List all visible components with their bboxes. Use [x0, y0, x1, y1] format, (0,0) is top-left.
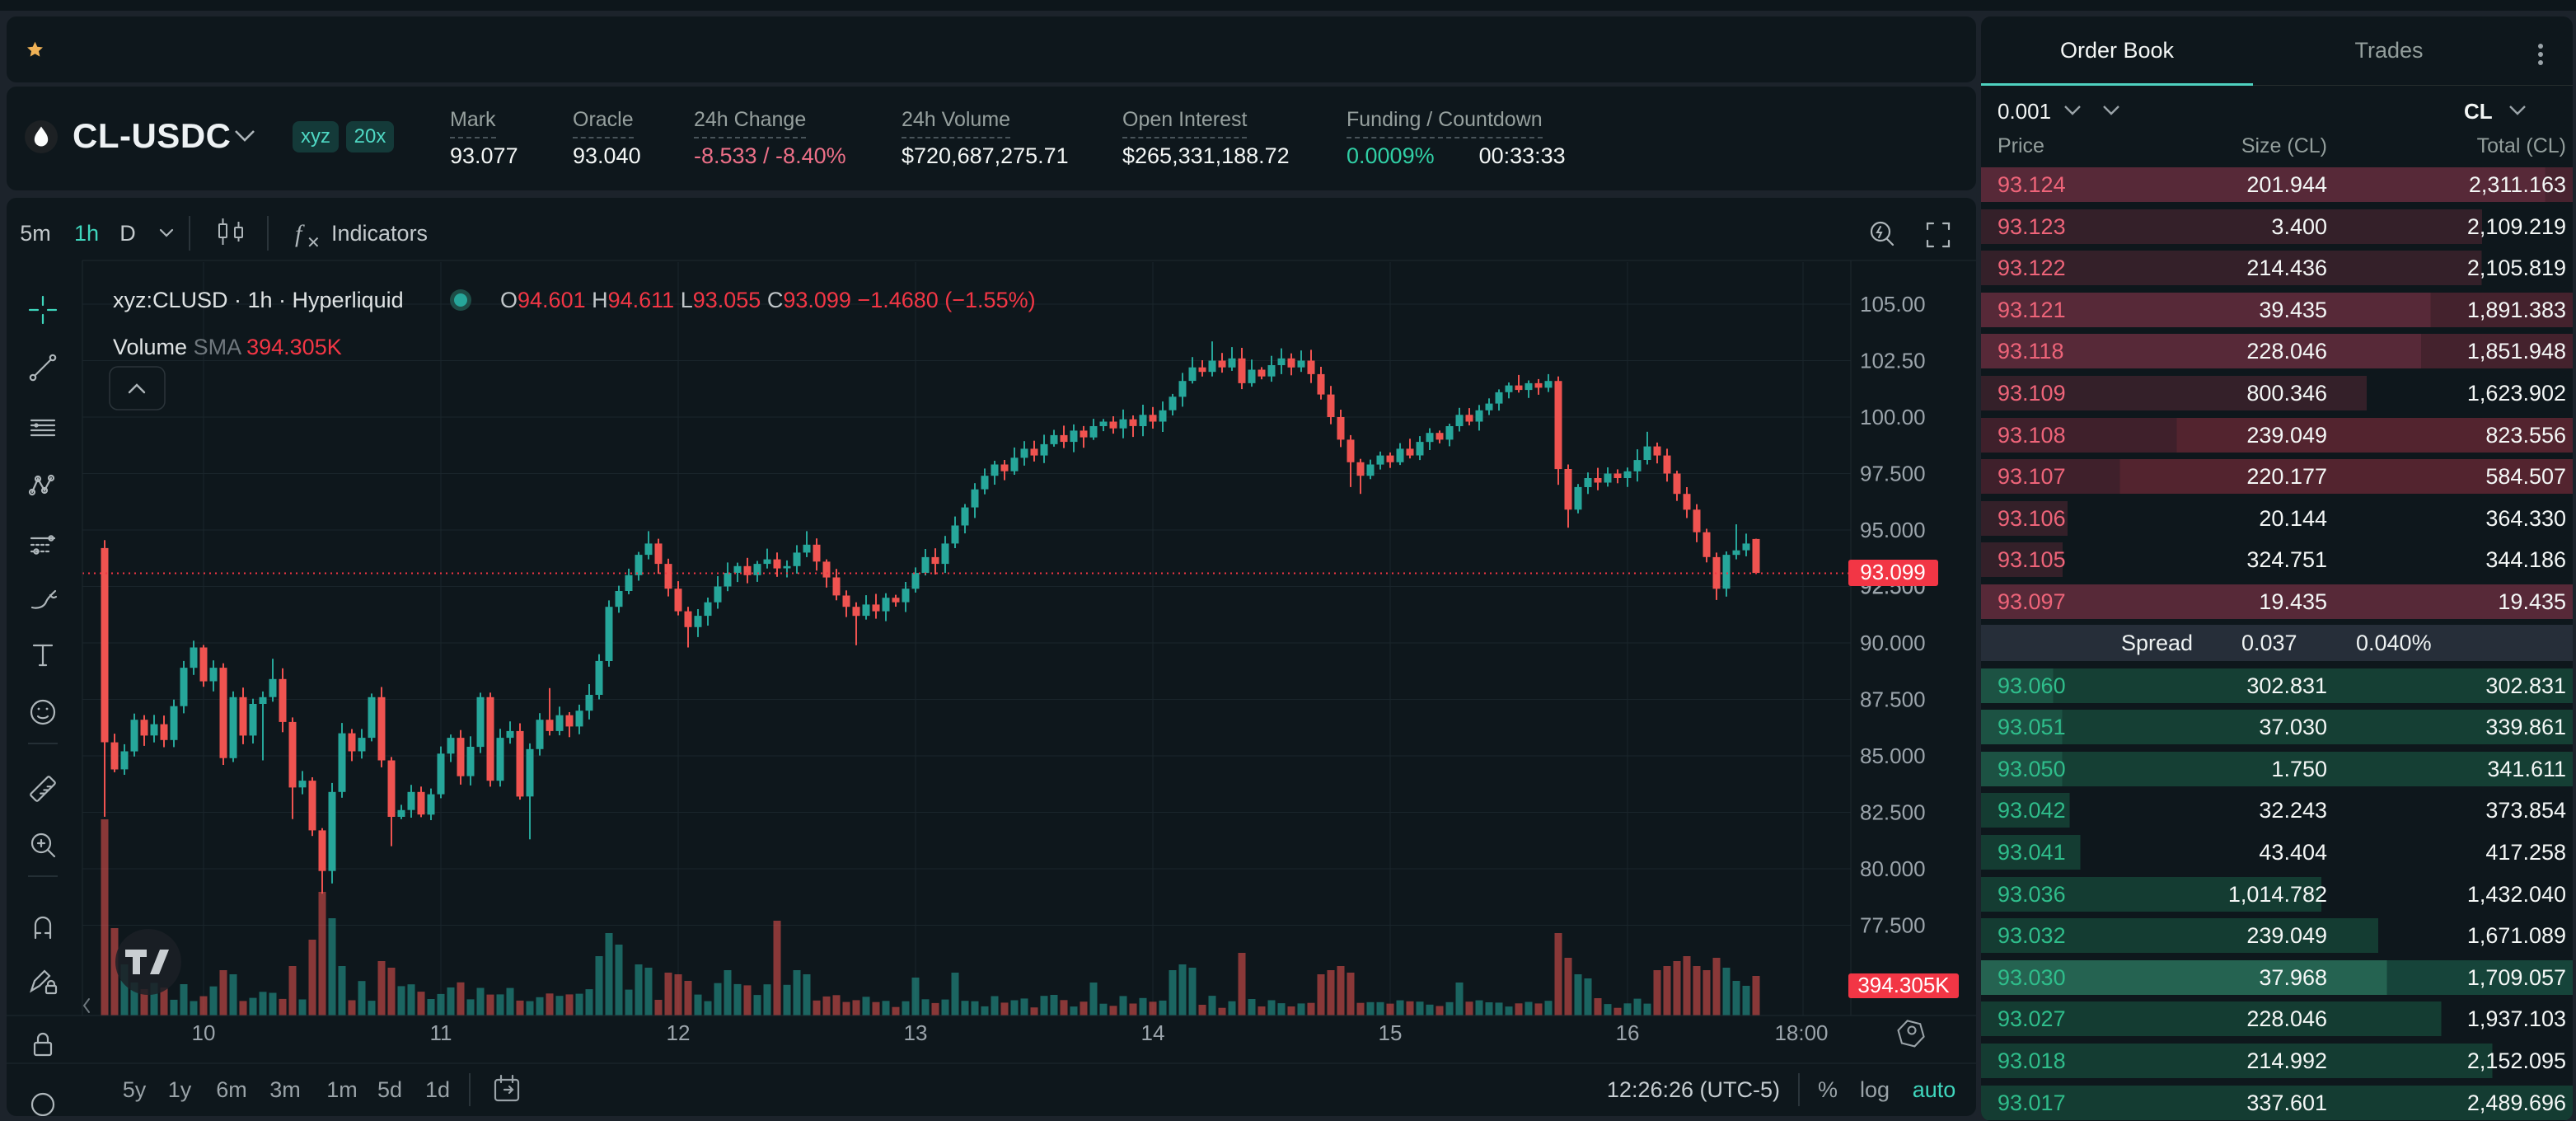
svg-text:14: 14 [1141, 1020, 1165, 1045]
svg-text:✕: ✕ [307, 234, 321, 252]
svg-text:6m: 6m [216, 1077, 247, 1102]
svg-text:15: 15 [1379, 1020, 1403, 1045]
svg-text:80.000: 80.000 [1860, 856, 1926, 881]
svg-text:95.000: 95.000 [1860, 518, 1926, 542]
svg-text:5d: 5d [377, 1077, 402, 1102]
svg-text:18:00: 18:00 [1774, 1020, 1828, 1045]
svg-text:f: f [295, 220, 305, 247]
svg-text:1y: 1y [168, 1077, 192, 1102]
svg-text:93.099: 93.099 [1860, 560, 1926, 584]
svg-text:13: 13 [904, 1020, 928, 1045]
svg-text:12:26:26 (UTC-5): 12:26:26 (UTC-5) [1607, 1077, 1780, 1102]
svg-text:100.00: 100.00 [1860, 405, 1926, 429]
svg-text:1h: 1h [74, 221, 99, 246]
svg-text:auto: auto [1913, 1077, 1956, 1102]
svg-text:85.000: 85.000 [1860, 743, 1926, 768]
svg-text:log: log [1860, 1077, 1890, 1102]
svg-text:1d: 1d [425, 1077, 450, 1102]
svg-text:D: D [119, 221, 136, 246]
svg-text:12: 12 [667, 1020, 691, 1045]
svg-text:Volume SMA 394.305K: Volume SMA 394.305K [113, 335, 342, 359]
svg-text:1m: 1m [326, 1077, 358, 1102]
svg-text:90.000: 90.000 [1860, 631, 1926, 655]
svg-text:5m: 5m [20, 221, 51, 246]
svg-text:O94.601 H94.611 L93.055 C93.09: O94.601 H94.611 L93.055 C93.099 −1.4680 … [500, 288, 1036, 312]
svg-text:11: 11 [430, 1020, 452, 1045]
svg-text:5y: 5y [123, 1077, 147, 1102]
svg-text:102.50: 102.50 [1860, 349, 1926, 373]
svg-text:3m: 3m [269, 1077, 301, 1102]
svg-text:105.00: 105.00 [1860, 292, 1926, 317]
svg-text:87.500: 87.500 [1860, 687, 1926, 712]
svg-text:%: % [1818, 1077, 1838, 1102]
svg-text:394.305K: 394.305K [1857, 973, 1950, 997]
svg-text:16: 16 [1616, 1020, 1640, 1045]
svg-text:77.500: 77.500 [1860, 913, 1926, 938]
svg-text:82.500: 82.500 [1860, 800, 1926, 825]
svg-text:xyz:CLUSD · 1h · Hyperliquid: xyz:CLUSD · 1h · Hyperliquid [113, 288, 404, 312]
svg-text:Indicators: Indicators [331, 221, 428, 246]
svg-text:10: 10 [192, 1020, 216, 1045]
svg-text:97.500: 97.500 [1860, 462, 1926, 486]
